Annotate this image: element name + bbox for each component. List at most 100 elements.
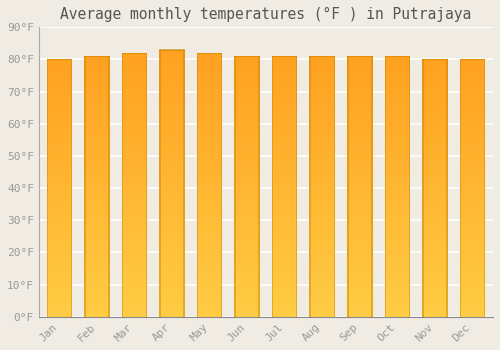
Bar [272,156,297,158]
Bar [46,201,72,202]
Bar [46,170,72,172]
Bar [460,94,485,96]
Bar [160,177,185,178]
Bar [310,172,335,174]
Bar [84,103,110,104]
Bar [122,219,148,220]
Bar [122,153,148,155]
Bar [310,306,335,308]
Bar [160,118,185,119]
Bar [46,183,72,184]
Bar [160,150,185,151]
Bar [460,182,485,183]
Bar [347,102,372,103]
Bar [160,294,185,295]
Bar [234,136,260,137]
Bar [84,202,110,203]
Bar [197,218,222,219]
Bar [272,110,297,111]
Bar [122,98,148,99]
Bar [84,181,110,183]
Bar [422,192,448,193]
Bar [460,286,485,287]
Bar [234,71,260,72]
Bar [234,164,260,166]
Bar [122,236,148,238]
Bar [197,269,222,271]
Bar [84,259,110,261]
Bar [460,97,485,98]
Bar [384,120,410,121]
Bar [197,302,222,303]
Bar [384,64,410,65]
Bar [310,205,335,206]
Bar [422,172,448,173]
Bar [384,296,410,297]
Bar [460,157,485,159]
Bar [160,246,185,247]
Bar [422,83,448,84]
Bar [310,309,335,310]
Bar [160,123,185,125]
Bar [160,74,185,75]
Bar [460,129,485,130]
Bar [310,220,335,222]
Bar [460,70,485,71]
Bar [347,220,372,222]
Bar [234,190,260,192]
Bar [422,281,448,282]
Bar [422,204,448,205]
Bar [460,121,485,122]
Bar [310,266,335,267]
Bar [197,82,222,83]
Bar [46,121,72,122]
Bar [347,99,372,100]
Bar [384,205,410,206]
Bar [197,241,222,243]
Bar [234,284,260,286]
Bar [460,301,485,303]
Bar [197,309,222,310]
Bar [310,112,335,113]
Bar [160,159,185,161]
Bar [160,174,185,175]
Bar [310,118,335,119]
Bar [310,132,335,133]
Bar [422,88,448,89]
Bar [422,278,448,280]
Bar [384,233,410,235]
Bar [46,301,72,303]
Bar [160,286,185,287]
Bar [272,77,297,78]
Bar [197,298,222,300]
Bar [272,275,297,276]
Bar [310,119,335,120]
Bar [234,203,260,205]
Bar [384,228,410,230]
Bar [384,231,410,232]
Bar [347,131,372,132]
Bar [234,240,260,241]
Bar [384,215,410,217]
Bar [384,129,410,131]
Bar [122,284,148,285]
Bar [422,252,448,254]
Bar [197,115,222,116]
Bar [422,100,448,102]
Bar [46,287,72,288]
Bar [46,215,72,216]
Bar [197,255,222,256]
Bar [122,168,148,169]
Bar [460,247,485,248]
Bar [422,277,448,278]
Bar [122,139,148,140]
Bar [422,189,448,191]
Bar [347,172,372,174]
Bar [422,180,448,182]
Bar [422,60,448,61]
Bar [460,214,485,215]
Bar [460,178,485,179]
Bar [422,310,448,312]
Bar [310,75,335,76]
Bar [197,189,222,190]
